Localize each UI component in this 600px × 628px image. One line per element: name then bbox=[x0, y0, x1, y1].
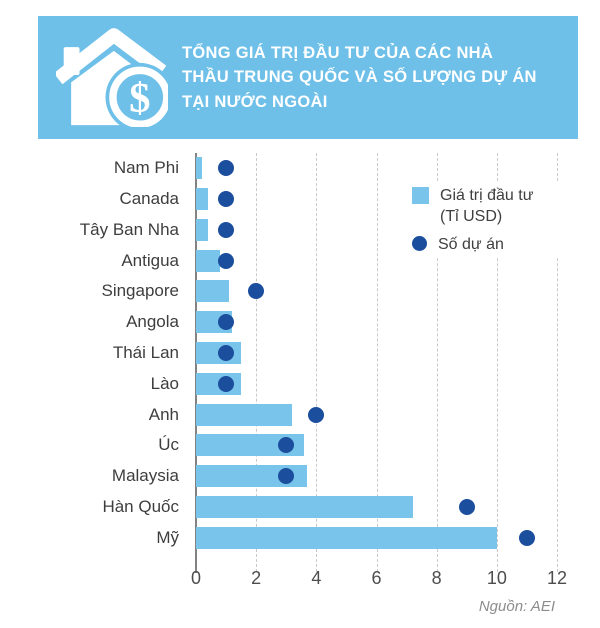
chart-row-Lào bbox=[196, 368, 557, 399]
house-dollar-icon: $ bbox=[53, 23, 175, 132]
category-label-Antigua: Antigua bbox=[121, 250, 179, 270]
chart-row-Canada bbox=[196, 184, 557, 215]
bar-Tây Ban Nha bbox=[196, 218, 209, 241]
dot-Angola bbox=[218, 314, 235, 331]
category-label-Canada: Canada bbox=[119, 189, 179, 209]
dot-Thái Lan bbox=[218, 344, 235, 361]
dot-Nam Phi bbox=[218, 160, 235, 177]
legend: Giá trị đầu tư (Tỉ USD) Số dự án bbox=[410, 183, 558, 257]
dot-Malaysia bbox=[278, 468, 295, 485]
bar-Anh bbox=[196, 403, 293, 426]
gridline-2 bbox=[256, 153, 258, 572]
legend-dot-label: Số dự án bbox=[438, 236, 504, 253]
chart-row-Mỹ bbox=[196, 522, 557, 553]
bar-Canada bbox=[196, 188, 209, 211]
bar-Úc bbox=[196, 434, 305, 457]
bar-Nam Phi bbox=[196, 157, 203, 180]
category-label-Tây Ban Nha: Tây Ban Nha bbox=[79, 219, 179, 239]
category-axis: Nam Phi Canada Tây Ban Nha Antigua Singapore… bbox=[0, 153, 188, 553]
chart-row-Angola bbox=[196, 307, 557, 338]
x-tick-6: 6 bbox=[371, 568, 382, 588]
dot-Hàn Quốc bbox=[458, 498, 475, 515]
dot-Mỹ bbox=[518, 529, 535, 546]
category-label-Anh: Anh bbox=[148, 404, 179, 424]
plot-area bbox=[196, 153, 558, 572]
category-label-Nam Phi: Nam Phi bbox=[113, 158, 179, 178]
gridline-6 bbox=[376, 153, 378, 572]
dot-Lào bbox=[218, 375, 235, 392]
chart-row-Anh bbox=[196, 399, 557, 430]
x-tick-12: 12 bbox=[546, 568, 568, 588]
category-label-Angola: Angola bbox=[126, 312, 179, 332]
bar-swatch-icon bbox=[412, 187, 429, 204]
x-tick-2: 2 bbox=[251, 568, 262, 588]
category-label-Hàn Quốc: Hàn Quốc bbox=[102, 496, 179, 516]
dot-Antigua bbox=[218, 252, 235, 269]
chart-row-Thái Lan bbox=[196, 338, 557, 369]
bar-Antigua bbox=[196, 249, 221, 272]
category-label-Úc: Úc bbox=[158, 435, 179, 455]
chart-row-Singapore bbox=[196, 276, 557, 307]
legend-item-bar: Giá trị đầu tư (Tỉ USD) bbox=[412, 185, 554, 227]
source-credit: Nguồn: AEI bbox=[478, 598, 555, 615]
bar-Hàn Quốc bbox=[196, 495, 413, 518]
legend-item-dot: Số dự án bbox=[412, 234, 554, 255]
x-tick-10: 10 bbox=[486, 568, 507, 588]
dot-Canada bbox=[218, 191, 235, 208]
dot-Tây Ban Nha bbox=[218, 221, 235, 238]
gridline-4 bbox=[316, 153, 318, 572]
chart-row-Nam Phi bbox=[196, 153, 557, 184]
x-tick-4: 4 bbox=[311, 568, 322, 588]
category-label-Thái Lan: Thái Lan bbox=[112, 342, 179, 362]
chart-row-Antigua bbox=[196, 245, 557, 276]
header-banner: $ TỔNG GIÁ TRỊ ĐẦU TƯ CỦA CÁC NHÀ THẦU T… bbox=[38, 16, 578, 139]
chart-row-Tây Ban Nha bbox=[196, 215, 557, 246]
chart-title: TỔNG GIÁ TRỊ ĐẦU TƯ CỦA CÁC NHÀ THẦU TRU… bbox=[182, 43, 537, 111]
bar-Mỹ bbox=[196, 526, 497, 549]
dot-Anh bbox=[308, 406, 325, 423]
gridline-8 bbox=[436, 153, 438, 572]
category-label-Lào: Lào bbox=[150, 373, 179, 393]
category-label-Malaysia: Malaysia bbox=[111, 466, 179, 486]
dot-Úc bbox=[278, 437, 295, 454]
svg-text:$: $ bbox=[129, 75, 150, 122]
category-label-Singapore: Singapore bbox=[101, 281, 179, 301]
gridline-10 bbox=[496, 153, 498, 572]
dot-Singapore bbox=[248, 283, 265, 300]
category-label-Mỹ: Mỹ bbox=[156, 527, 179, 547]
bar-Singapore bbox=[196, 280, 230, 303]
dot-swatch-icon bbox=[412, 236, 427, 251]
chart-row-Malaysia bbox=[196, 461, 557, 492]
x-tick-0: 0 bbox=[190, 568, 201, 588]
chart-row-Hàn Quốc bbox=[196, 491, 557, 522]
chart-row-Úc bbox=[196, 430, 557, 461]
gridline-12 bbox=[557, 153, 558, 572]
legend-bar-label: Giá trị đầu tư (Tỉ USD) bbox=[440, 187, 534, 225]
x-tick-8: 8 bbox=[431, 568, 442, 588]
